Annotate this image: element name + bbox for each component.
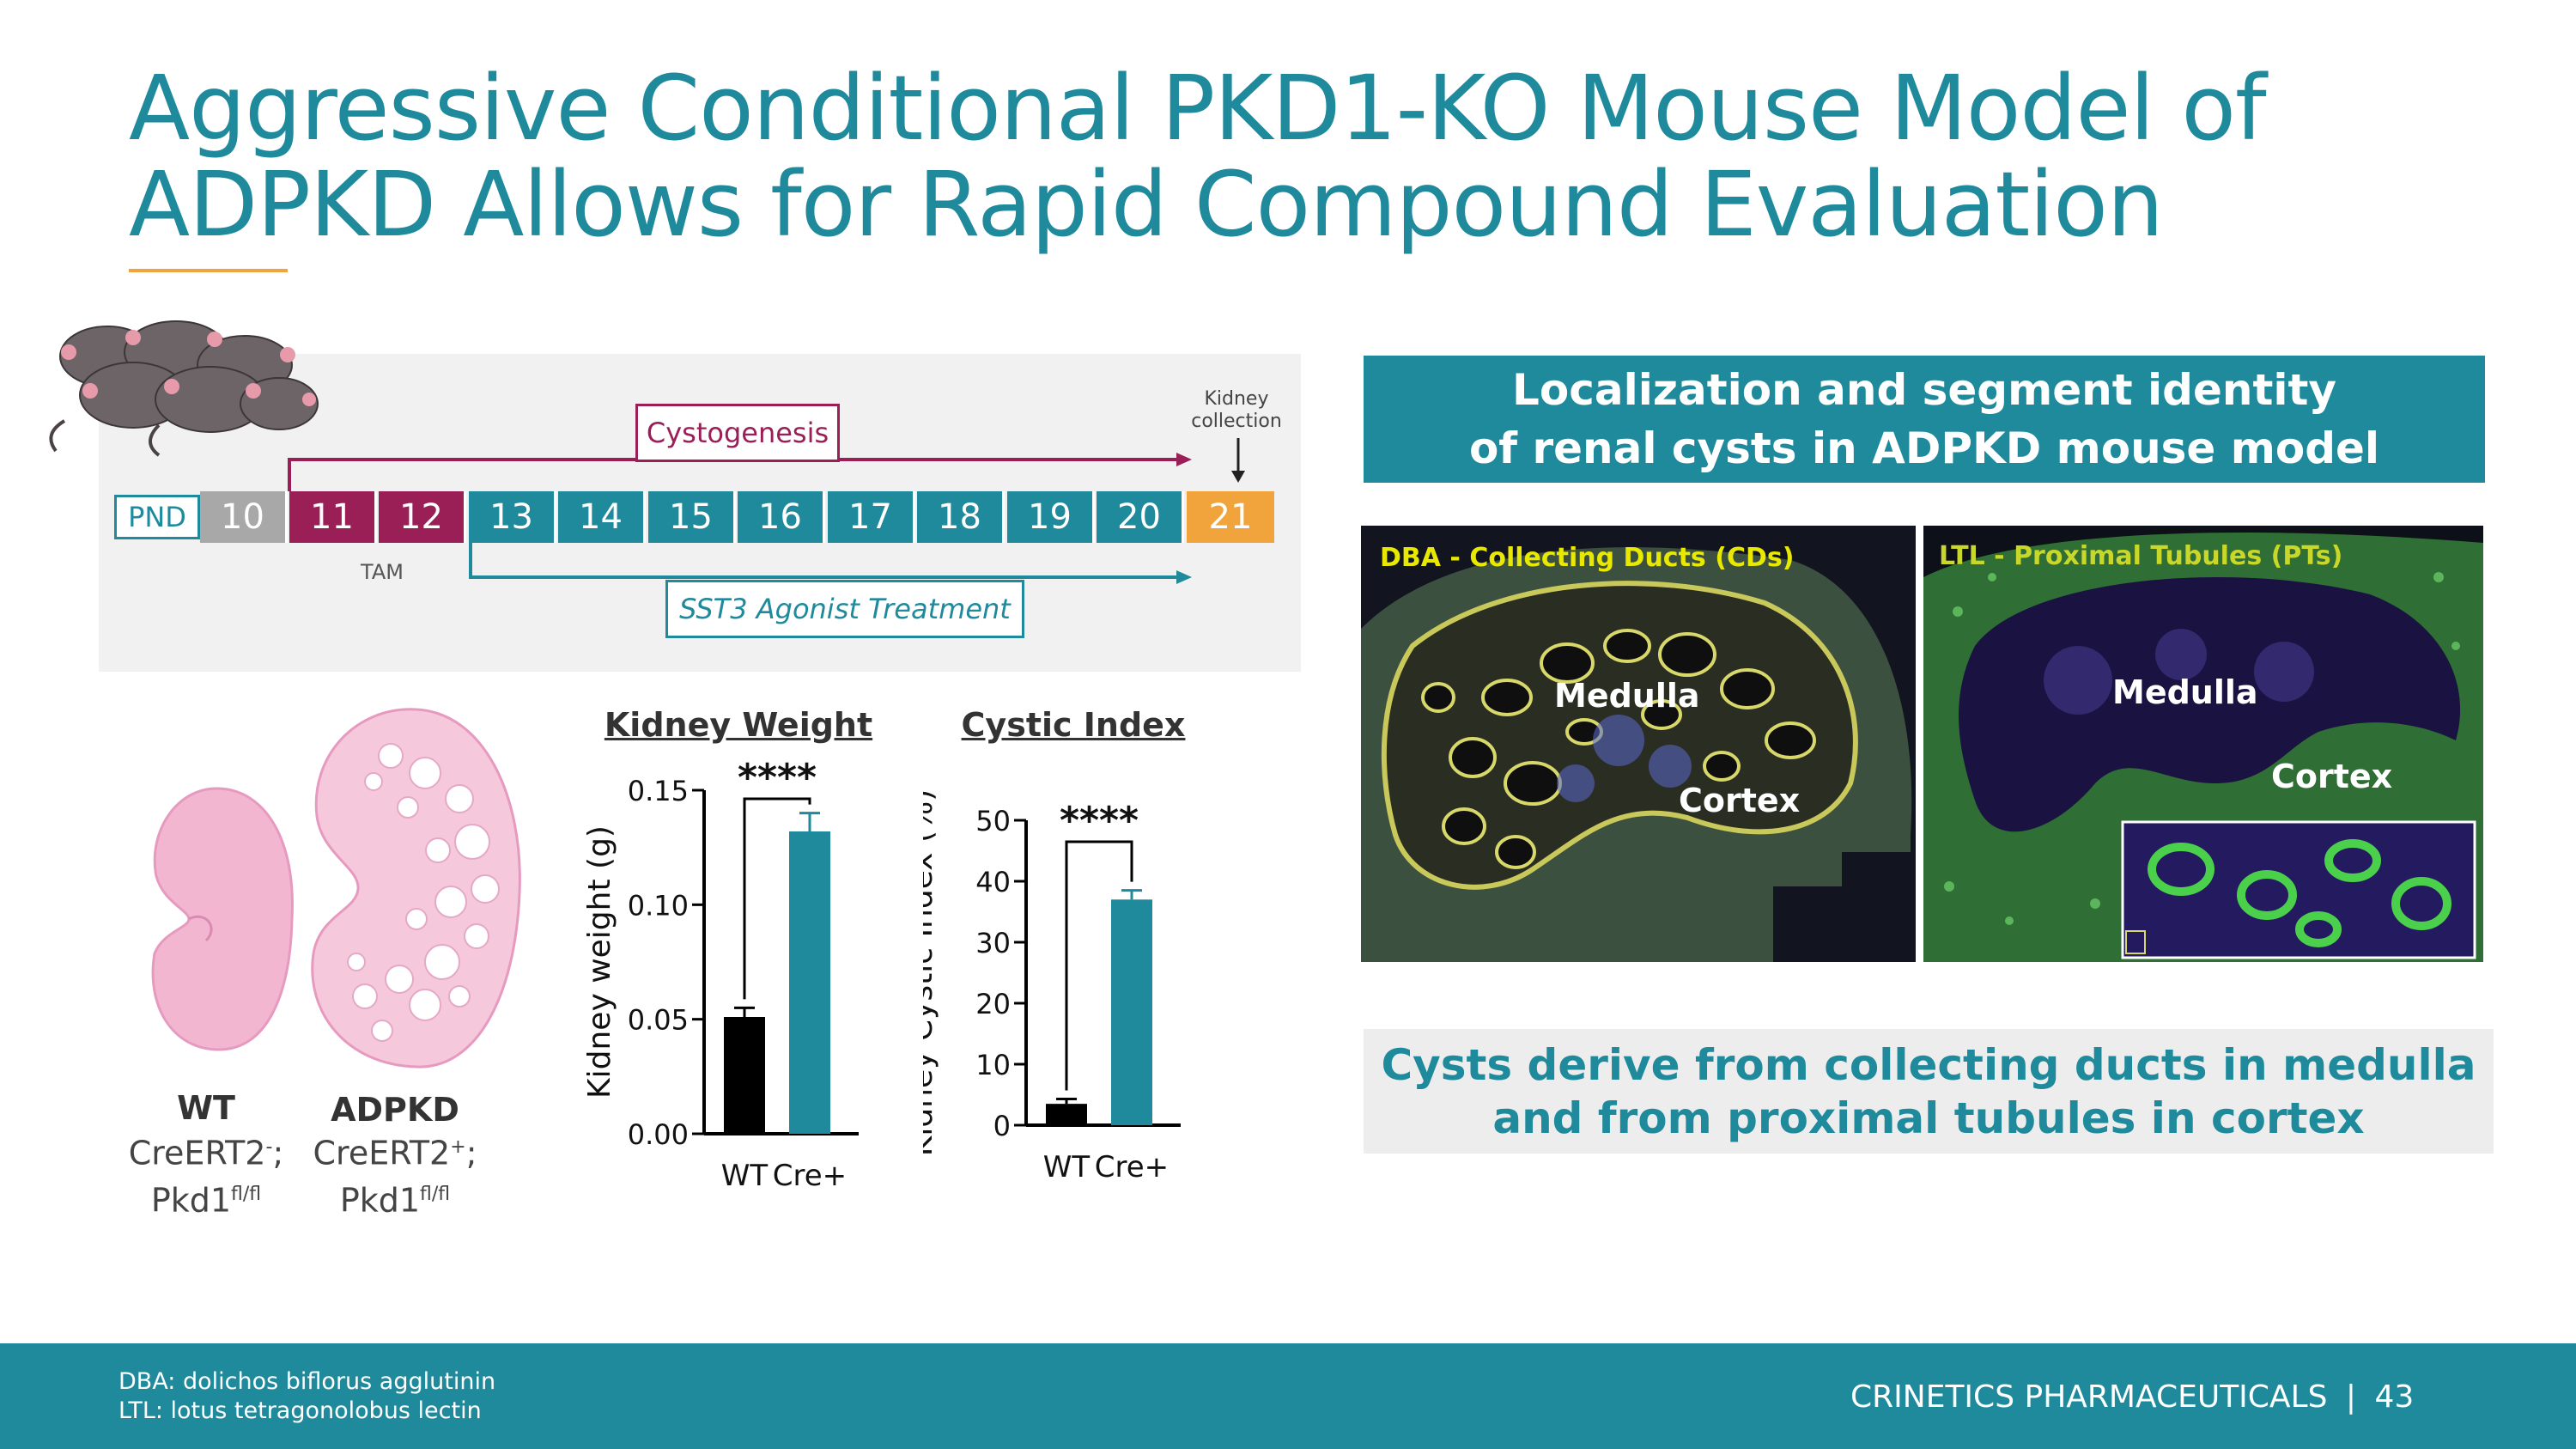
summary-line-1: Cysts derive from collecting ducts in me… (1381, 1039, 2476, 1090)
ltl-cortex-label: Cortex (2271, 758, 2393, 795)
adpkd-genotype-1-sup: + (450, 1136, 466, 1158)
pnd-label: PND (114, 495, 200, 539)
dba-micrograph: DBA - Collecting Ducts (CDs) Medulla Cor… (1361, 526, 1916, 962)
x-tick-label: WT (1043, 1150, 1091, 1184)
dba-cortex-label: Cortex (1679, 782, 1801, 819)
y-tick-label: 0.15 (628, 775, 689, 807)
y-tick-label: 10 (975, 1049, 1011, 1081)
kidney-collection-label: Kidney collection (1168, 388, 1305, 433)
adpkd-label: ADPKD (331, 1091, 459, 1129)
kidney-collection-line-2: collection (1191, 411, 1282, 432)
footer-company: CRINETICS PHARMACEUTICALS | 43 (1850, 1379, 2414, 1415)
significance-bracket (743, 797, 811, 1000)
bar (1046, 1104, 1087, 1125)
title-line-2: ADPKD Allows for Rapid Compound Evaluati… (129, 152, 2164, 257)
footer-bar (0, 1343, 2576, 1449)
cystic-index-chart: Kidney Cystic Index (%) 0 10 20 30 40 50 WT Cre+… (923, 789, 1181, 1184)
ltl-micrograph: LTL - Proximal Tubules (PTs) Medulla Cor… (1923, 526, 2483, 962)
day-cell: 19 (1007, 491, 1095, 543)
adpkd-genotype-2: Pkd1 (339, 1181, 421, 1220)
day-cell: 16 (738, 491, 825, 543)
dba-caption: DBA - Collecting Ducts (CDs) (1380, 543, 1795, 573)
footnotes: DBA: dolichos biflorus agglutinin LTL: l… (118, 1367, 495, 1426)
wt-genotype-1-sup: - (265, 1136, 273, 1158)
y-tick-label: 30 (975, 927, 1011, 959)
ltl-micrograph-image (1923, 526, 2483, 962)
adpkd-genotype-1-suffix: ; (465, 1134, 477, 1172)
cystic-index-chart-title: Cystic Index (961, 706, 1186, 744)
wt-genotype-1-suffix: ; (272, 1134, 284, 1172)
kidney-weight-chart-title: Kidney Weight (604, 706, 873, 744)
banner-line-2: of renal cysts in ADPKD mouse model (1468, 423, 2380, 473)
bar (789, 831, 830, 1134)
cystogenesis-label: Cystogenesis (635, 404, 840, 462)
footnote-ltl: LTL: lotus tetragonolobus lectin (118, 1397, 482, 1424)
y-tick-label: 0 (993, 1110, 1011, 1142)
y-tick-label: 0.00 (628, 1118, 689, 1151)
x-tick-label: Cre+ (773, 1159, 847, 1193)
localization-banner: Localization and segment identity of ren… (1364, 356, 2485, 483)
y-tick-label: 20 (975, 988, 1011, 1020)
wt-genotype-2-sup: fl/fl (231, 1183, 262, 1205)
y-axis-label: Kidney Cystic Index (%) (923, 789, 939, 1157)
banner-line-1: Localization and segment identity (1512, 365, 2336, 415)
y-tick-label: 0.05 (628, 1004, 689, 1037)
x-tick-label: WT (721, 1159, 769, 1193)
dba-micrograph-image (1361, 526, 1916, 962)
title-line-1: Aggressive Conditional PKD1-KO Mouse Mod… (129, 56, 2267, 161)
wt-genotype-2: Pkd1 (150, 1181, 232, 1220)
day-cell: 10 (200, 491, 288, 543)
day-cell: 14 (558, 491, 646, 543)
day-cell: 11 (289, 491, 377, 543)
bar (724, 1017, 765, 1134)
dba-medulla-label: Medulla (1554, 677, 1700, 715)
x-tick-label: Cre+ (1095, 1150, 1169, 1184)
y-axis-label: Kidney weight (g) (582, 825, 617, 1099)
page-title: Aggressive Conditional PKD1-KO Mouse Mod… (129, 60, 2447, 253)
footer-separator: | (2345, 1379, 2357, 1415)
bar (1111, 899, 1152, 1125)
day-cell: 12 (379, 491, 466, 543)
day-cell: 13 (469, 491, 556, 543)
company-name: CRINETICS PHARMACEUTICALS (1850, 1379, 2328, 1415)
day-cell: 15 (648, 491, 736, 543)
title-accent-rule (129, 269, 288, 272)
summary-line-2: and from proximal tubules in cortex (1492, 1093, 2365, 1143)
kidney-weight-chart: Kidney weight (g) 0.00 0.05 0.10 0.15 WT Cre+ *… (582, 756, 859, 1193)
day-cell: 20 (1097, 491, 1184, 543)
footnote-dba: DBA: dolichos biflorus agglutinin (118, 1368, 496, 1395)
adpkd-genotype: CreERT2+; Pkd1fl/fl (301, 1127, 489, 1221)
wt-label: WT (177, 1089, 235, 1127)
ltl-caption: LTL - Proximal Tubules (PTs) (1939, 541, 2343, 571)
adpkd-genotype-1: CreERT2 (313, 1134, 451, 1172)
significance-bracket (1065, 840, 1133, 1091)
page-number: 43 (2374, 1379, 2415, 1415)
day-cell: 17 (828, 491, 915, 543)
wt-genotype-1: CreERT2 (128, 1134, 266, 1172)
significance-label: **** (1060, 799, 1139, 843)
adpkd-genotype-2-sup: fl/fl (420, 1183, 451, 1205)
day-cell: 21 (1187, 491, 1274, 543)
treatment-label: SST3 Agonist Treatment (665, 580, 1024, 638)
y-tick-label: 0.10 (628, 889, 689, 922)
wt-kidney-image (151, 787, 294, 1051)
y-tick-label: 50 (975, 805, 1011, 837)
mice-illustration-icon (49, 320, 319, 457)
ltl-medulla-label: Medulla (2112, 673, 2258, 711)
kidney-collection-line-1: Kidney (1204, 388, 1269, 410)
tam-label: TAM (361, 560, 404, 584)
adpkd-kidney-image (311, 708, 521, 1068)
wt-genotype: CreERT2-; Pkd1fl/fl (112, 1127, 301, 1221)
y-tick-label: 40 (975, 866, 1011, 898)
summary-box: Cysts derive from collecting ducts in me… (1364, 1029, 2494, 1154)
day-cell: 18 (917, 491, 1005, 543)
significance-label: **** (738, 756, 817, 800)
